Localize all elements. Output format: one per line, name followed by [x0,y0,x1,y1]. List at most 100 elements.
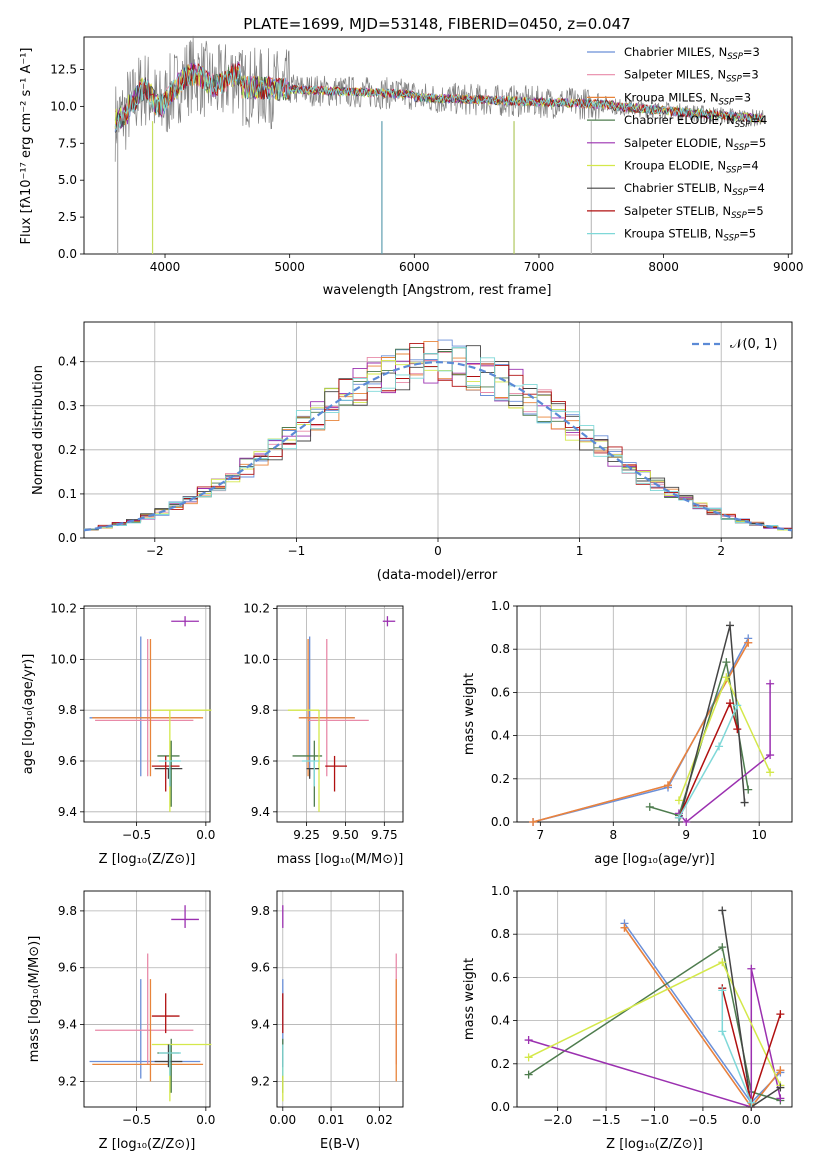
x-axis-label: Z [log₁₀(Z/Z⊙)] [99,852,196,867]
x-tick-label: −0.5 [122,828,151,842]
mass-weight-marker [674,796,683,805]
y-tick-label: 9.6 [58,754,77,768]
legend-value: =5 [749,136,766,150]
x-tick-label: 2 [717,544,725,558]
x-tick-label: 0.02 [366,1113,393,1127]
mass-weight-marker [718,906,727,915]
x-tick-label: 9.25 [293,828,320,842]
mass-weight-marker [715,742,724,751]
legend-subscript: SSP [731,211,747,221]
y-tick-label: 0.1 [58,487,77,501]
mass-weight-marker [776,1066,785,1075]
axes-mass-vs-Z: −0.5 0.0 9.2 9.4 9.6 9.8 Z [log₁₀(Z/Z⊙)] mass [… [27,890,215,1152]
legend-subscript: SSP [727,52,743,62]
axes-frame [83,890,211,1108]
x-axis-label: mass [log₁₀(M/M⊙)] [277,852,404,867]
x-axis-label: (data-model)/error [377,568,498,583]
mass-weight-marker [718,986,727,995]
mass-weight-marker [718,943,727,952]
y-tick-label: 0.0 [491,1100,510,1114]
x-axis-label: age [log₁₀(age/yr)] [594,852,715,867]
y-tick-label: 9.2 [251,1074,270,1088]
y-tick-label: 0.4 [491,729,510,743]
x-axis-label: Z [log₁₀(Z/Z⊙)] [99,1137,196,1152]
y-tick-label: 9.4 [58,1018,77,1032]
y-axis-label: mass weight [462,673,477,755]
mass-weight-marker [744,785,753,794]
legend-label: Chabrier STELIB, NSSP=4 [624,181,765,198]
legend-label: Kroupa STELIB, NSSP=5 [624,227,756,244]
y-axis-label: mass [log₁₀(M/M⊙)] [27,936,42,1063]
mass-weight-marker [682,818,691,826]
x-tick-label: 0.0 [742,1113,761,1127]
mass-weight-marker [744,638,753,647]
mass-weight-marker [524,1070,533,1079]
y-tick-label: 0.6 [491,685,510,699]
x-tick-label: 0.01 [318,1113,345,1127]
histogram-step-line [84,342,792,530]
y-axis-label: mass weight [462,958,477,1040]
axes-residuals: −2 −1 0 1 2 0.0 0.1 0.2 0.3 0.4 𝒩(0, 1) (data-model… [31,321,793,583]
mass-weight-marker [747,1098,756,1107]
mass-weight-marker [674,813,683,822]
y-tick-label: 0.8 [491,642,510,656]
mass-weight-marker [776,1094,785,1103]
mass-weight-line [623,927,781,1109]
mass-weight-marker [725,621,734,630]
legend-value: =3 [743,45,760,59]
legend-value: =4 [748,181,765,195]
x-tick-label: 9.75 [371,828,398,842]
legend-label: Chabrier ELODIE, NSSP=4 [624,113,767,130]
y-tick-label: 10.2 [50,602,77,616]
x-tick-label: 6000 [399,260,430,274]
x-tick-label: 7 [537,828,545,842]
y-tick-label: 0.2 [491,1057,510,1071]
y-tick-label: 0.3 [58,399,77,413]
mass-weight-marker [645,802,654,811]
axes-age-vs-Z: −0.5 0.0 9.4 9.6 9.8 10.0 10.2 Z [log₁₀(Z/Z⊙)] a… [21,602,215,867]
mass-weight-marker [722,673,731,682]
legend-label: Salpeter STELIB, NSSP=5 [624,204,764,221]
spectrum-legend: Chabrier MILES, NSSP=3 Salpeter MILES, NS… [587,45,767,244]
y-tick-label: 9.8 [251,703,270,717]
legend-subscript: SSP [735,120,751,130]
y-tick-label: 9.4 [251,1018,270,1032]
legend-value: =3 [742,68,759,82]
mass-weight-marker [722,658,731,667]
mass-weight-line [528,968,782,1109]
y-tick-label: 10.2 [243,602,270,616]
mass-weight-marker [529,818,538,826]
x-tick-label: 0 [434,544,442,558]
y-axis-label: Normed distribution [31,365,46,495]
y-tick-label: 12.5 [50,62,77,76]
axes-frame [83,605,211,823]
mass-weight-marker [718,958,727,967]
mass-weight-line [678,675,771,801]
y-tick-label: 0.2 [58,443,77,457]
x-tick-label: 0.00 [269,1113,296,1127]
y-tick-label: 0.0 [58,531,77,545]
x-tick-label: 10 [752,828,767,842]
y-tick-label: 9.6 [58,961,77,975]
mass-weight-marker [620,923,629,932]
y-tick-label: 0.4 [491,1014,510,1028]
spectrum-model-line [114,65,763,132]
axes-frame [83,321,793,539]
mass-weight-marker [766,768,775,777]
x-axis-label: E(B-V) [320,1137,360,1152]
mass-weight-marker [776,1010,785,1019]
legend-label: Chabrier MILES, NSSP=3 [624,45,760,62]
mass-weight-line [528,945,781,1102]
x-tick-label: 0.0 [196,1113,215,1127]
x-axis-label: wavelength [Angstrom, rest frame] [323,283,552,298]
y-tick-label: 9.2 [58,1074,77,1088]
mass-weight-line [532,638,749,823]
axes-weight-vs-Z: −2.0 −1.5 −1.0 −0.5 0.0 0.0 0.2 0.4 0.6 0.8 1.0 Z [… [462,884,793,1152]
histogram-step-line [84,360,792,530]
x-tick-label: −0.5 [122,1113,151,1127]
y-tick-label: 1.0 [491,599,510,613]
y-tick-label: 0.8 [491,927,510,941]
x-tick-label: 4000 [150,260,181,274]
axes-frame [276,605,404,823]
